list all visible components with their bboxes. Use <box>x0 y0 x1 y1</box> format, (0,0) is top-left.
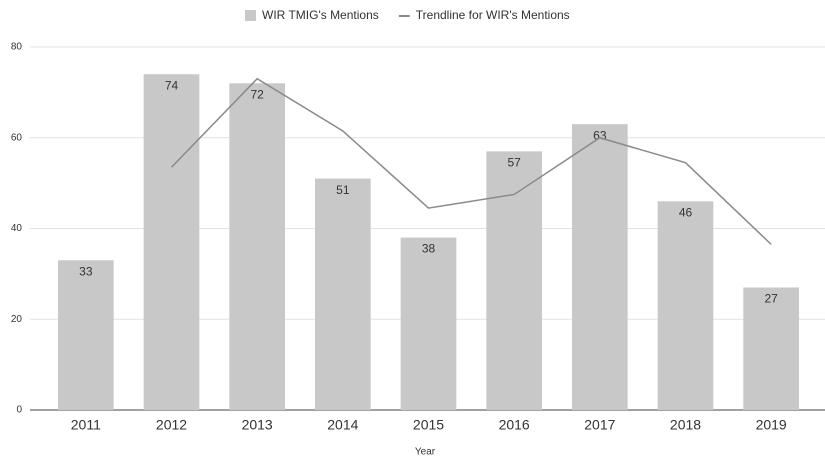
x-tick-label: 2018 <box>670 417 701 433</box>
bar <box>57 260 114 410</box>
x-tick-label: 2011 <box>71 417 101 433</box>
y-tick-label: 0 <box>16 405 22 416</box>
data-label: 33 <box>79 264 93 278</box>
trend-line <box>170 77 772 245</box>
bar <box>143 74 200 410</box>
x-tick-label: 2012 <box>156 417 187 433</box>
bar <box>657 201 714 410</box>
data-label: 74 <box>165 78 179 92</box>
x-axis-label: Year <box>415 447 436 458</box>
y-tick-label: 40 <box>11 223 23 234</box>
bar <box>314 178 371 410</box>
x-tick-label: 2015 <box>413 417 444 433</box>
legend-label: Trendline for WIR's Mentions <box>416 8 570 22</box>
x-tick-label: 2016 <box>499 417 530 433</box>
y-tick-label: 80 <box>11 42 23 53</box>
data-label: 57 <box>507 156 521 170</box>
bar <box>400 237 457 410</box>
bar <box>229 83 286 411</box>
data-label: 51 <box>336 183 350 197</box>
legend-swatch <box>245 10 256 21</box>
x-tick-label: 2019 <box>756 417 787 433</box>
legend-label: WIR TMIG's Mentions <box>262 8 379 22</box>
data-label: 38 <box>422 242 436 256</box>
data-label: 72 <box>250 87 264 101</box>
x-tick-label: 2013 <box>242 417 273 433</box>
data-label: 27 <box>764 292 778 306</box>
x-tick-label: 2017 <box>584 417 615 433</box>
y-tick-label: 60 <box>11 132 23 143</box>
bar <box>743 287 800 410</box>
bar <box>486 151 543 411</box>
y-tick-label: 20 <box>11 314 23 325</box>
bar <box>571 124 628 410</box>
data-label: 46 <box>679 205 693 219</box>
x-tick-label: 2014 <box>327 417 358 433</box>
